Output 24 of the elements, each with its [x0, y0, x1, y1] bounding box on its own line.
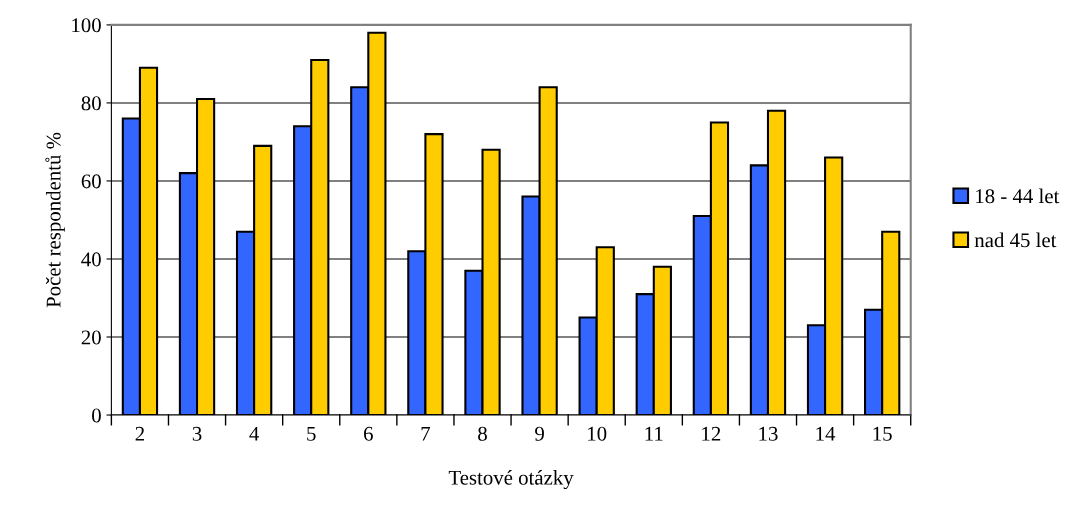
x-tick-label: 12 — [702, 426, 721, 441]
y-tick-label: 60 — [81, 174, 101, 189]
y-tick-label: 100 — [72, 18, 101, 33]
x-axis-title: Testové otázky — [448, 470, 574, 490]
x-tick-label: 5 — [307, 426, 316, 441]
x-tick-label: 13 — [759, 426, 778, 441]
x-tick-label: 2 — [135, 426, 144, 441]
y-tick-label: 80 — [81, 96, 101, 111]
y-tick-label: 40 — [81, 252, 101, 267]
x-tick-label: 11 — [645, 426, 663, 441]
y-tick-label: 0 — [92, 408, 101, 423]
x-tick-label: 7 — [421, 426, 431, 441]
x-tick-label: 6 — [364, 426, 373, 441]
y-axis-title: Počet respondentů % — [45, 132, 65, 308]
y-tick-label: 20 — [81, 330, 101, 345]
x-tick-label: 15 — [873, 426, 892, 441]
x-tick-label: 9 — [535, 426, 544, 441]
x-tick-label: 14 — [816, 426, 836, 441]
x-tick-label: 8 — [478, 426, 487, 441]
legend-label: nad 45 let — [974, 232, 1057, 248]
x-tick-label: 4 — [249, 426, 260, 441]
x-tick-label: 3 — [192, 426, 202, 441]
legend-label: 18 - 44 let — [976, 188, 1060, 204]
x-tick-label: 10 — [588, 426, 607, 441]
